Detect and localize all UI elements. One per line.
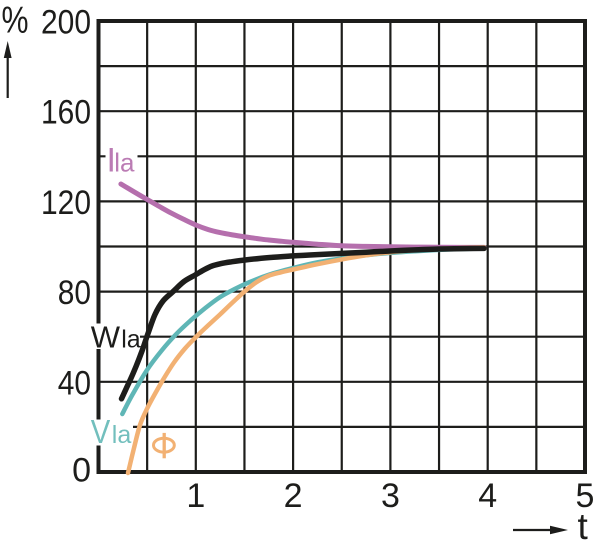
svg-text:1: 1 <box>186 477 205 515</box>
svg-text:%: % <box>2 0 29 42</box>
svg-text:0: 0 <box>72 452 91 490</box>
svg-text:la: la <box>114 148 135 178</box>
svg-text:la: la <box>112 421 132 449</box>
svg-text:3: 3 <box>381 477 400 515</box>
svg-text:5: 5 <box>576 477 595 515</box>
svg-text:120: 120 <box>41 184 91 222</box>
svg-text:V: V <box>91 413 111 450</box>
svg-text:4: 4 <box>478 477 497 515</box>
svg-text:40: 40 <box>58 364 91 402</box>
svg-text:2: 2 <box>284 477 303 515</box>
svg-text:la: la <box>121 325 141 353</box>
svg-text:80: 80 <box>58 274 91 312</box>
svg-text:I: I <box>107 142 116 180</box>
svg-text:t: t <box>578 506 589 547</box>
svg-text:W: W <box>91 319 121 354</box>
svg-text:200: 200 <box>41 4 91 42</box>
svg-text:160: 160 <box>41 94 91 132</box>
